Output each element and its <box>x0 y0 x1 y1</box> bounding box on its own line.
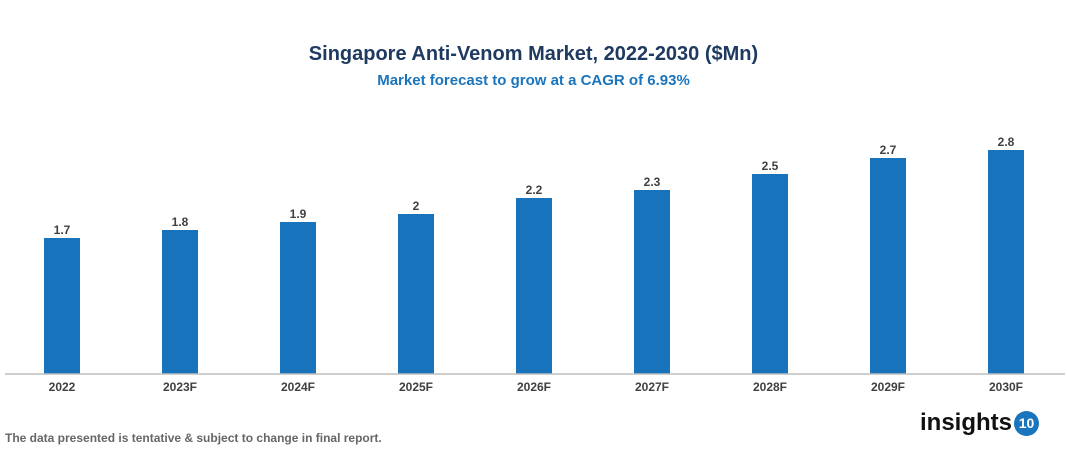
x-tick-label: 2024F <box>281 380 315 394</box>
data-label: 2 <box>413 199 420 213</box>
disclaimer: The data presented is tentative & subjec… <box>5 431 382 445</box>
data-label: 2.5 <box>762 159 779 173</box>
bar <box>870 158 906 374</box>
x-tick-label: 2030F <box>989 380 1023 394</box>
data-label: 2.3 <box>644 175 661 189</box>
logo-badge: 10 <box>1014 410 1040 436</box>
logo-text: insights <box>920 409 1013 436</box>
chart-subtitle: Market forecast to grow at a CAGR of 6.9… <box>377 72 690 89</box>
x-tick-label: 2022 <box>49 380 76 394</box>
bar <box>280 222 316 374</box>
data-label: 1.7 <box>54 223 71 237</box>
data-label: 1.8 <box>172 215 189 229</box>
bar <box>752 174 788 374</box>
bar <box>44 238 80 374</box>
data-label: 2.8 <box>998 135 1015 149</box>
x-tick-label: 2025F <box>399 380 433 394</box>
chart-title: Singapore Anti-Venom Market, 2022-2030 (… <box>308 43 759 65</box>
bar <box>398 214 434 374</box>
bar <box>516 198 552 374</box>
x-tick-label: 2026F <box>517 380 551 394</box>
data-label: 1.9 <box>290 207 307 221</box>
insights10-logo: insights 10 <box>920 409 1040 437</box>
data-label: 2.2 <box>526 183 543 197</box>
data-label: 2.7 <box>880 143 897 157</box>
x-tick-label: 2028F <box>753 380 787 394</box>
bar <box>634 190 670 374</box>
x-tick-label: 2023F <box>163 380 197 394</box>
x-tick-label: 2029F <box>871 380 905 394</box>
bar <box>988 150 1024 374</box>
bar <box>162 230 198 374</box>
x-tick-label: 2027F <box>635 380 669 394</box>
